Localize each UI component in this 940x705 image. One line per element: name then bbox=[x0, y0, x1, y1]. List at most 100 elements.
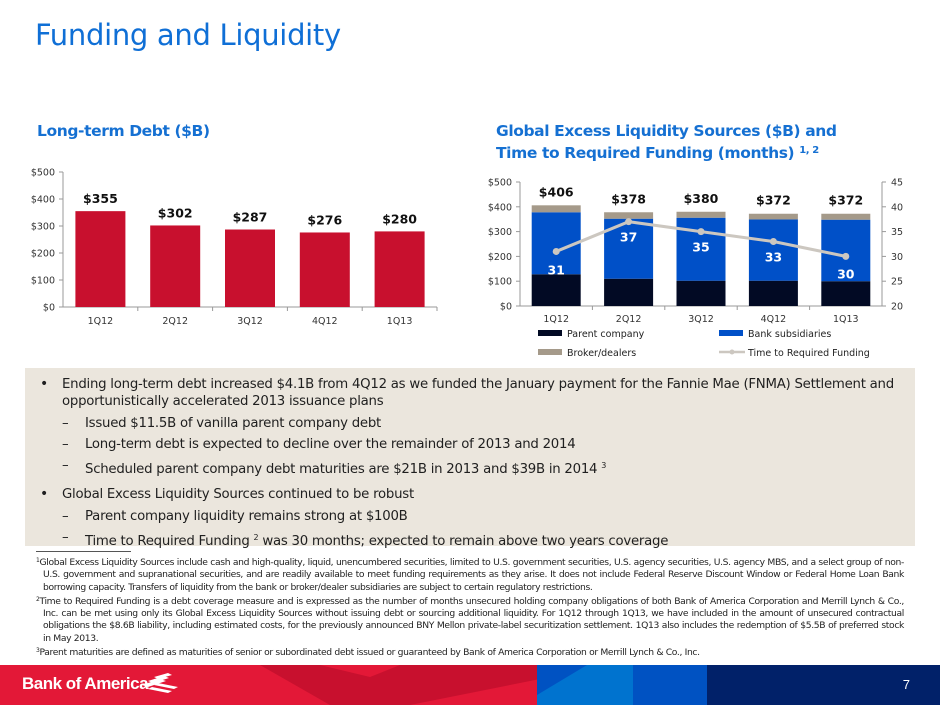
x-tick-label: 2Q12 bbox=[162, 316, 188, 327]
long-term-debt-chart-title: Long-term Debt ($B) bbox=[37, 122, 210, 140]
y2-tick-label: 45 bbox=[891, 178, 903, 189]
stack-segment-bank-subsidiaries bbox=[748, 219, 798, 281]
footnote-3: 3Parent maturities are defined as maturi… bbox=[36, 645, 904, 659]
footer-red-chevron bbox=[260, 665, 540, 705]
footer-band: Bank of America 7 bbox=[0, 665, 940, 705]
bullet-item: Global Excess Liquidity Sources continue… bbox=[25, 486, 915, 503]
sub-bullet-item: Scheduled parent company debt maturities… bbox=[25, 457, 915, 478]
y-tick-label: $100 bbox=[488, 277, 512, 288]
total-data-label: $372 bbox=[756, 193, 791, 208]
y-tick-label: $0 bbox=[500, 302, 512, 313]
bar-2Q12 bbox=[150, 225, 201, 307]
time-to-required-funding-point bbox=[769, 238, 777, 246]
line-data-label: 33 bbox=[765, 250, 782, 265]
stack-segment-broker-dealers bbox=[531, 205, 581, 213]
bar-data-label: $287 bbox=[233, 210, 268, 225]
legend-label: Parent company bbox=[567, 329, 645, 340]
stack-segment-broker-dealers bbox=[821, 213, 871, 220]
bar-4Q12 bbox=[299, 232, 350, 307]
footnote-1: 1Global Excess Liquidity Sources include… bbox=[36, 555, 904, 594]
footnote-2: 2Time to Required Funding is a debt cove… bbox=[36, 594, 904, 645]
x-tick-label: 1Q12 bbox=[543, 314, 569, 325]
footnotes: 1Global Excess Liquidity Sources include… bbox=[36, 555, 904, 659]
bullet-text: Long-term debt is expected to decline ov… bbox=[85, 437, 576, 452]
footnote-ref: 2 bbox=[253, 533, 259, 542]
x-tick-label: 4Q12 bbox=[312, 316, 338, 327]
sub-bullet-item: Issued $11.5B of vanilla parent company … bbox=[25, 415, 915, 432]
bullet-text: Ending long-term debt increased $4.1B fr… bbox=[62, 377, 894, 409]
page-title: Funding and Liquidity bbox=[35, 18, 341, 52]
stack-segment-parent-company bbox=[676, 280, 726, 306]
y-tick-label: $0 bbox=[43, 303, 55, 314]
y-tick-label: $300 bbox=[31, 222, 55, 233]
stack-segment-broker-dealers bbox=[604, 212, 654, 219]
bullet-text: was 30 months; expected to remain above … bbox=[262, 534, 669, 549]
page-number: 7 bbox=[902, 677, 910, 692]
time-to-required-funding-point bbox=[552, 247, 560, 255]
y2-tick-label: 40 bbox=[891, 202, 903, 213]
line-data-label: 35 bbox=[692, 240, 709, 255]
footnote-text: Parent maturities are defined as maturit… bbox=[39, 647, 700, 659]
bar-data-label: $280 bbox=[382, 211, 417, 226]
bullet-text: Issued $11.5B of vanilla parent company … bbox=[85, 416, 382, 431]
footnote-number: 3 bbox=[36, 647, 40, 655]
liquidity-chart: $0 $100 $200 $300 $400 $500 20 25 30 35 40 45 $406 1Q… bbox=[488, 178, 903, 360]
y2-tick-label: 20 bbox=[891, 302, 903, 313]
x-tick-label: 3Q12 bbox=[688, 314, 714, 325]
x-tick-label: 1Q13 bbox=[387, 316, 413, 327]
x-tick-label: 3Q12 bbox=[237, 316, 263, 327]
footnote-text: Time to Required Funding is a debt cover… bbox=[39, 595, 904, 644]
time-to-required-funding-point bbox=[842, 252, 850, 260]
footnote-divider bbox=[36, 551, 131, 552]
stack-segment-parent-company bbox=[604, 278, 654, 306]
liquidity-chart-title-line2: Time to Required Funding (months) 1, 2 bbox=[496, 141, 837, 163]
liquidity-chart-title-line1: Global Excess Liquidity Sources ($B) and bbox=[496, 122, 837, 140]
y-tick-label: $500 bbox=[31, 168, 55, 179]
stack-segment-broker-dealers bbox=[676, 211, 726, 218]
bar-1Q13 bbox=[374, 231, 425, 307]
footnote-ref: 3 bbox=[601, 461, 607, 470]
line-data-label: 30 bbox=[837, 266, 855, 281]
y2-tick-label: 35 bbox=[891, 227, 903, 238]
legend-swatch bbox=[538, 349, 562, 355]
bullet-item: Ending long-term debt increased $4.1B fr… bbox=[25, 376, 915, 410]
legend-swatch bbox=[538, 330, 562, 336]
x-tick-label: 1Q13 bbox=[833, 314, 859, 325]
y-tick-label: $200 bbox=[488, 252, 512, 263]
footnote-text: Global Excess Liquidity Sources include … bbox=[39, 557, 904, 593]
bar-1Q12 bbox=[75, 211, 126, 307]
legend-line-marker bbox=[729, 349, 735, 355]
liquidity-chart-title-footnote-ref: 1, 2 bbox=[799, 145, 819, 156]
bar-data-label: $276 bbox=[307, 212, 342, 227]
commentary-panel: Ending long-term debt increased $4.1B fr… bbox=[25, 368, 915, 549]
y-tick-label: $300 bbox=[488, 227, 512, 238]
line-data-label: 37 bbox=[620, 230, 637, 245]
y-tick-label: $400 bbox=[31, 195, 55, 206]
stack-segment-parent-company bbox=[531, 274, 581, 306]
legend-label: Broker/dealers bbox=[567, 348, 636, 359]
footer-blue-segment bbox=[633, 665, 707, 705]
x-tick-label: 2Q12 bbox=[616, 314, 642, 325]
y2-tick-label: 30 bbox=[891, 252, 903, 263]
total-data-label: $378 bbox=[611, 191, 646, 206]
sub-bullet-item: Parent company liquidity remains strong … bbox=[25, 508, 915, 525]
x-tick-label: 4Q12 bbox=[761, 314, 787, 325]
legend-label: Time to Required Funding bbox=[747, 348, 870, 359]
sub-bullet-item: Time to Required Funding 2 was 30 months… bbox=[25, 529, 915, 550]
stack-segment-parent-company bbox=[821, 281, 871, 306]
footer-navy-segment bbox=[707, 665, 940, 705]
bank-of-america-logo-text: Bank of America bbox=[22, 674, 149, 693]
y2-tick-label: 25 bbox=[891, 277, 903, 288]
bar-data-label: $355 bbox=[83, 191, 118, 206]
legend-swatch bbox=[719, 330, 743, 336]
x-tick-label: 1Q12 bbox=[88, 316, 114, 327]
stack-segment-broker-dealers bbox=[748, 213, 798, 220]
line-data-label: 31 bbox=[547, 262, 564, 277]
footnote-number: 2 bbox=[36, 595, 40, 603]
total-data-label: $372 bbox=[828, 193, 863, 208]
y-tick-label: $400 bbox=[488, 202, 512, 213]
bullet-text: Time to Required Funding bbox=[85, 534, 250, 549]
y-tick-label: $200 bbox=[31, 249, 55, 260]
liquidity-chart-title: Global Excess Liquidity Sources ($B) and… bbox=[496, 121, 837, 163]
sub-bullet-item: Long-term debt is expected to decline ov… bbox=[25, 436, 915, 453]
